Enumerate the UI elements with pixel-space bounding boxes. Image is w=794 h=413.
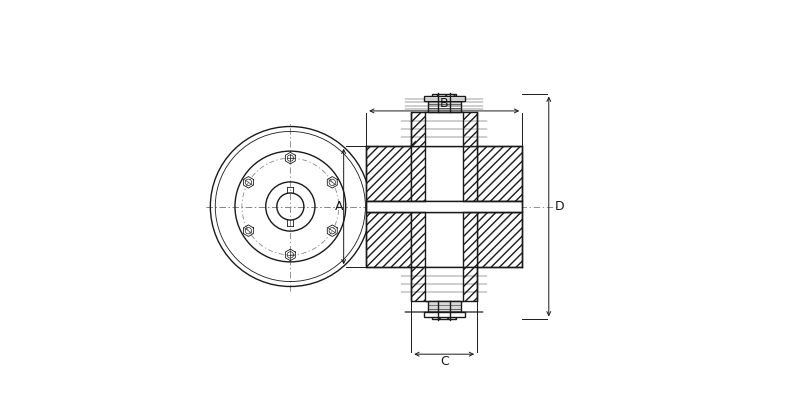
Polygon shape — [424, 312, 464, 317]
Polygon shape — [428, 301, 461, 312]
Text: A: A — [334, 200, 343, 213]
Polygon shape — [477, 212, 522, 267]
Polygon shape — [477, 146, 522, 201]
Polygon shape — [432, 201, 457, 212]
Polygon shape — [411, 146, 477, 201]
Polygon shape — [426, 267, 463, 301]
Polygon shape — [426, 146, 463, 201]
Text: D: D — [555, 200, 565, 213]
Text: B: B — [440, 97, 449, 110]
Polygon shape — [411, 112, 477, 146]
Polygon shape — [432, 301, 457, 319]
Polygon shape — [426, 112, 463, 146]
Polygon shape — [424, 96, 464, 101]
Polygon shape — [411, 212, 477, 267]
Polygon shape — [432, 94, 457, 112]
Polygon shape — [426, 212, 463, 267]
Text: C: C — [440, 355, 449, 368]
Polygon shape — [366, 201, 522, 212]
Polygon shape — [411, 267, 477, 301]
Polygon shape — [366, 146, 411, 201]
Polygon shape — [428, 101, 461, 112]
Polygon shape — [366, 212, 411, 267]
